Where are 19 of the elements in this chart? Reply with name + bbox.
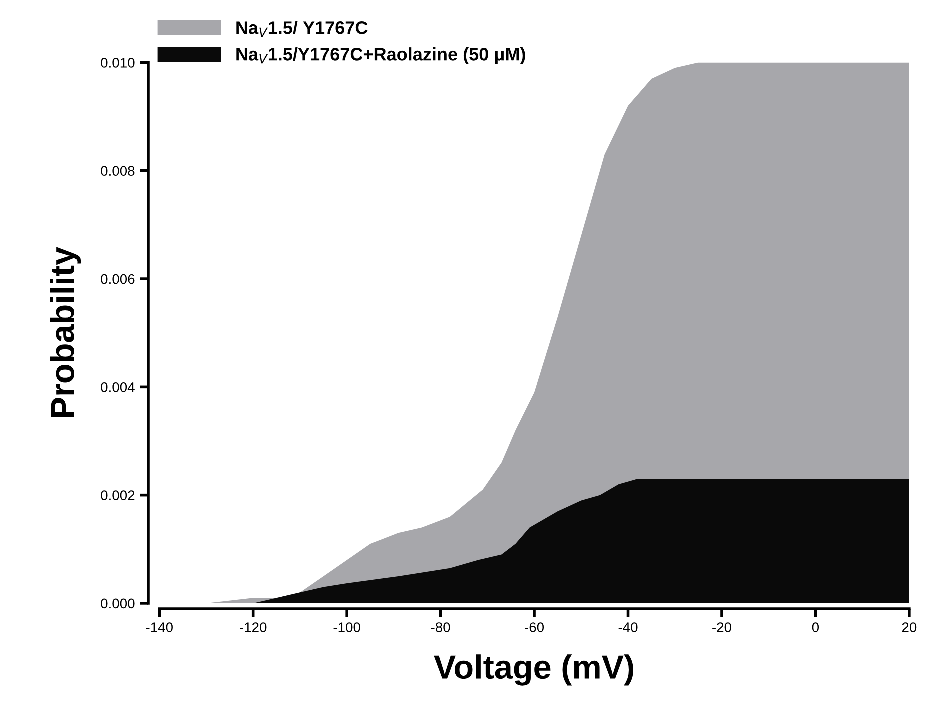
x-tick-label: 0 — [812, 622, 820, 632]
x-tick-label: -100 — [334, 622, 360, 632]
y-tick-label: 0.000 — [101, 598, 135, 609]
y-tick-label: 0.006 — [101, 274, 135, 284]
y-tick-label: 0.004 — [101, 382, 135, 392]
x-axis-title: Voltage (mV) — [434, 654, 634, 686]
legend-label: Na$_{V}$1.5/ Y1767C — [236, 21, 368, 38]
x-tick-label: -120 — [240, 622, 267, 632]
x-tick-label: -80 — [431, 622, 450, 632]
legend-label: Na$_{V}$1.5/Y1767C+Raolazine (50 μM) — [236, 48, 526, 64]
y-axis-title: Probability — [50, 247, 82, 417]
x-tick-label: -40 — [618, 622, 638, 632]
x-tick-label: 20 — [902, 622, 917, 632]
x-tick-label: -20 — [712, 622, 732, 632]
y-tick-label: 0.010 — [101, 58, 135, 68]
y-tick-label: 0.008 — [101, 166, 135, 176]
x-tick-label: -140 — [146, 622, 173, 632]
y-tick-label: 0.002 — [101, 490, 135, 500]
x-tick-label: -60 — [525, 622, 544, 632]
